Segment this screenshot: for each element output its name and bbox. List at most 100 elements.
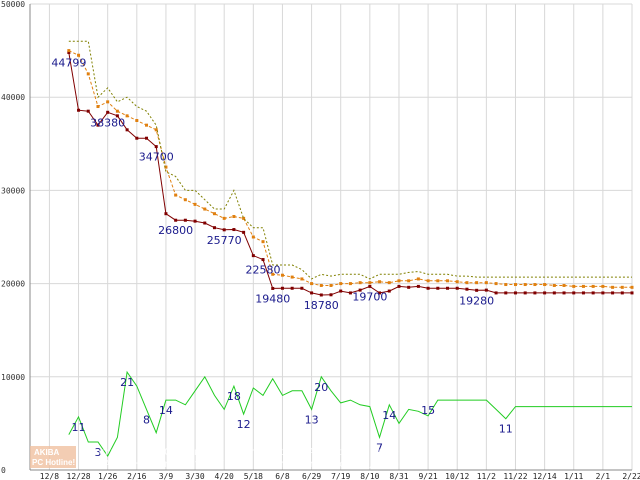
series-2-point (106, 100, 110, 104)
series-1-point (611, 291, 615, 295)
data-label: 44799 (51, 56, 86, 69)
x-tick-label: 11/22 (503, 472, 527, 480)
series-2-point (329, 283, 333, 287)
series-2-point (533, 283, 537, 287)
watermark: AKIBA PC Hotline! Copyright (c)2003 impr… (30, 446, 429, 470)
watermark-logo-box (30, 446, 76, 468)
series-2-point (183, 198, 187, 202)
series-1-point (475, 288, 479, 292)
x-tick-label: 2/1 (596, 472, 611, 480)
series-1-point (96, 123, 100, 127)
series-2-point (368, 281, 372, 285)
data-label: 20 (314, 381, 328, 394)
series-1-point (378, 291, 382, 295)
series-1-point (407, 285, 411, 289)
data-label: 38380 (90, 116, 125, 129)
series-line-3 (68, 40, 632, 280)
series-1-point (436, 286, 440, 290)
watermark-url: AKIBA PC Hotline! http://www.watch.impre… (80, 459, 411, 470)
series-2-point (426, 279, 430, 283)
series-2-point (523, 283, 527, 287)
grid (30, 3, 633, 471)
series-2-point (543, 283, 547, 287)
data-label: 26800 (158, 224, 193, 237)
x-tick-label: 12/28 (67, 472, 91, 480)
x-tick-label: 2/16 (127, 472, 146, 480)
series-group (67, 40, 634, 457)
data-label: 14 (159, 404, 173, 417)
series-2-point (96, 105, 100, 109)
x-tick-label: 9/21 (418, 472, 437, 480)
series-2-point (271, 272, 275, 276)
series-1-point (416, 284, 420, 288)
x-tick-label: 11/2 (477, 472, 496, 480)
series-1-point (368, 284, 372, 288)
series-1-point (329, 293, 333, 297)
series-1-point (630, 291, 634, 295)
series-2-point (115, 109, 119, 113)
series-2-point (86, 72, 90, 76)
series-2-point (416, 277, 420, 281)
series-2-point (164, 165, 168, 169)
series-1-point (533, 291, 537, 295)
series-2-point (212, 212, 216, 216)
series-1-point (77, 108, 81, 112)
series-1-point (271, 286, 275, 290)
series-2-point (387, 281, 391, 285)
data-label: 12 (237, 418, 251, 431)
x-tick-label: 8/10 (360, 472, 379, 480)
data-label: 11 (72, 421, 86, 434)
series-1-point (86, 109, 90, 113)
series-1-point (115, 114, 119, 118)
series-1-point (572, 291, 576, 295)
data-label: 3 (94, 446, 101, 459)
series-1-point (397, 284, 401, 288)
series-1-point (174, 218, 178, 222)
series-2-point (300, 277, 304, 281)
series-1-point (135, 136, 139, 140)
series-2-point (222, 216, 226, 220)
series-1-point (125, 128, 129, 132)
series-1-point (523, 291, 527, 295)
x-tick-label: 7/19 (331, 472, 350, 480)
series-2-point (145, 123, 149, 127)
series-2-point (601, 284, 605, 288)
data-label: 19480 (255, 292, 290, 305)
series-1-point (620, 291, 624, 295)
series-2-point (552, 283, 556, 287)
series-1-point (601, 291, 605, 295)
series-1-point (67, 50, 71, 54)
series-2-point (154, 128, 158, 132)
series-1-point (319, 293, 323, 297)
series-1-point (494, 291, 498, 295)
series-2-point (290, 275, 294, 279)
data-label: 11 (499, 423, 513, 436)
x-tick-label: 5/18 (244, 472, 263, 480)
series-2-point (436, 279, 440, 283)
series-1-point (581, 291, 585, 295)
series-1-point (358, 288, 362, 292)
series-2-point (446, 279, 450, 283)
data-label: 34700 (139, 151, 174, 164)
series-line-4 (68, 370, 632, 457)
data-label: 15 (421, 404, 435, 417)
series-2-point (378, 280, 382, 284)
series-line-1 (68, 52, 632, 296)
x-tick-label: 10/12 (445, 472, 469, 480)
series-2-point (465, 281, 469, 285)
x-tick-label: 1/11 (564, 472, 583, 480)
series-1-point (504, 291, 508, 295)
x-tick-label: 6/8 (275, 472, 290, 480)
series-2-point (125, 114, 129, 118)
x-tick-label: 1/26 (98, 472, 117, 480)
series-1-point (203, 221, 207, 225)
y-tick-label: 10000 (1, 373, 25, 382)
series-1-point (261, 258, 265, 262)
series-1-point (290, 286, 294, 290)
data-label: 22580 (246, 264, 281, 277)
data-label: 21 (120, 376, 134, 389)
series-2-point (251, 235, 255, 239)
x-tick-label: 12/14 (533, 472, 557, 480)
